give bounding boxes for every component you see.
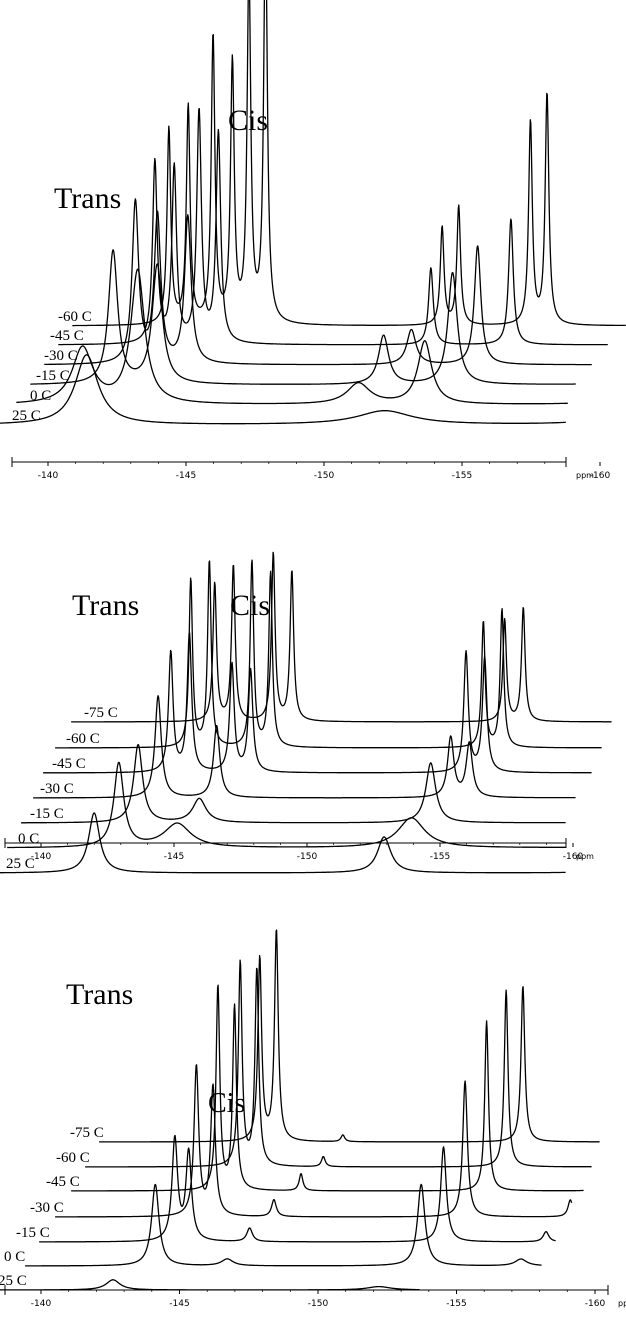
series-label: -15 C xyxy=(30,806,64,822)
x-tick-label: -150 xyxy=(314,471,335,481)
x-axis-unit-label: ppm xyxy=(576,471,594,480)
x-tick-label: -150 xyxy=(297,852,318,862)
series-label: 25 C xyxy=(12,408,41,424)
series-label: 0 C xyxy=(4,1249,25,1265)
spectrum-trace xyxy=(38,1134,556,1243)
spectrum-trace xyxy=(44,198,592,366)
series-label: 0 C xyxy=(18,831,39,847)
spectrum-trace xyxy=(30,249,576,385)
series-label: -45 C xyxy=(50,328,84,344)
series-label: -45 C xyxy=(46,1174,80,1190)
series-label: -60 C xyxy=(56,1150,90,1166)
series-label: -45 C xyxy=(52,756,86,772)
series-label: -30 C xyxy=(44,348,78,364)
series-label: -75 C xyxy=(70,1125,104,1141)
spectrum-trace xyxy=(16,268,568,405)
x-tick-label: -160 xyxy=(563,852,584,862)
x-axis-unit-label: ppm xyxy=(618,1299,626,1308)
annotation-trans: Trans xyxy=(72,589,139,622)
spectrum-trace xyxy=(54,1064,573,1218)
series-label: 0 C xyxy=(30,388,51,404)
series-label: -15 C xyxy=(36,368,70,384)
spectrum-trace xyxy=(98,929,600,1143)
x-tick-label: -160 xyxy=(590,471,611,481)
series-label: -30 C xyxy=(30,1200,64,1216)
annotation-cis: Cis xyxy=(228,104,268,137)
x-tick-label: -155 xyxy=(430,852,450,862)
spectrum-trace xyxy=(20,743,566,824)
series-label: -15 C xyxy=(16,1225,50,1241)
x-tick-label: -145 xyxy=(176,471,196,481)
x-tick-label: -140 xyxy=(38,471,59,481)
spectrum-trace xyxy=(58,107,608,346)
spectrum-trace xyxy=(70,551,612,723)
spectrum-trace xyxy=(0,812,566,874)
spectrum-trace xyxy=(72,0,626,327)
series-label: -75 C xyxy=(84,705,118,721)
spectrum-trace xyxy=(0,1279,420,1291)
series-label: -30 C xyxy=(40,781,74,797)
x-tick-label: -140 xyxy=(31,1299,52,1309)
series-label: 25 C xyxy=(0,1273,27,1289)
spectrum-trace xyxy=(84,959,592,1168)
spectrum-trace xyxy=(0,354,566,425)
x-tick-label: -140 xyxy=(31,852,52,862)
x-axis-unit-label: ppm xyxy=(576,852,594,861)
x-tick-label: -150 xyxy=(308,1299,329,1309)
spectrum-trace xyxy=(6,761,566,849)
x-tick-label: -145 xyxy=(164,852,184,862)
spectrum-trace xyxy=(24,1183,542,1267)
x-tick-label: -145 xyxy=(169,1299,189,1309)
series-label: 25 C xyxy=(6,856,35,872)
x-tick-label: -155 xyxy=(452,471,472,481)
spectrum-trace xyxy=(54,559,602,749)
annotation-trans: Trans xyxy=(66,978,133,1011)
series-label: -60 C xyxy=(66,731,100,747)
annotation-trans: Trans xyxy=(54,182,121,215)
series-label: -60 C xyxy=(58,309,92,325)
x-tick-label: -160 xyxy=(585,1299,606,1309)
x-tick-label: -155 xyxy=(446,1299,466,1309)
